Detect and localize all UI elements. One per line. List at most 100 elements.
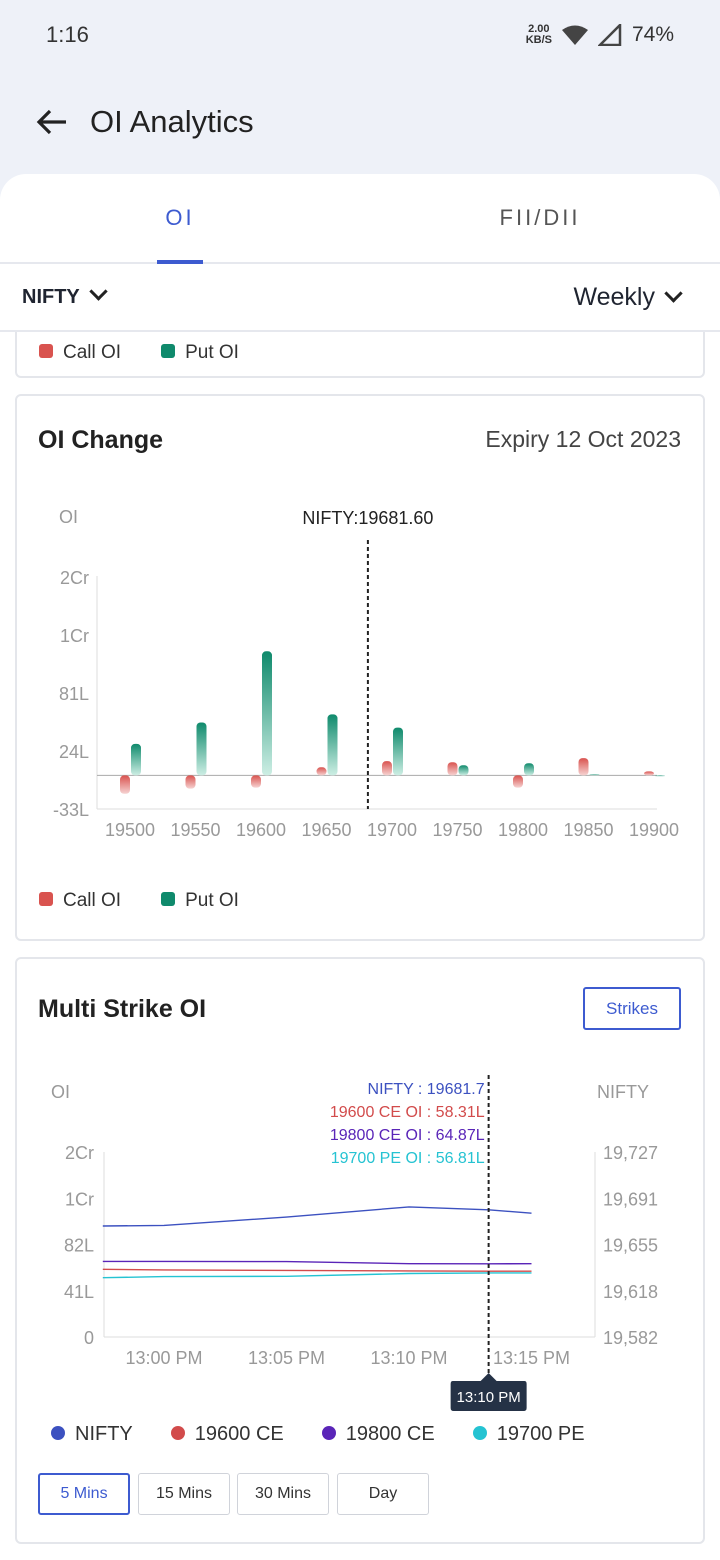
- series-line-19600-ce: [102, 1268, 532, 1272]
- call-oi-bar: [185, 775, 196, 789]
- speed-value: 2.00: [528, 23, 550, 35]
- index-value: NIFTY: [22, 285, 80, 308]
- call-oi-bar: [251, 775, 261, 788]
- legend-label: Put OI: [185, 890, 239, 911]
- y2-tick-label: 19,727: [603, 1143, 658, 1163]
- multi-strike-chart: OI NIFTY 0 41L 82L 1Cr 2Cr 19,582 19,618 19,655 19…: [51, 1075, 658, 1411]
- page-title: OI Analytics: [90, 104, 254, 139]
- y-tick-label: 1Cr: [60, 626, 89, 646]
- tab-fii-dii[interactable]: FII/DII: [499, 205, 581, 230]
- call-oi-bar: [644, 771, 654, 776]
- network-speed: 2.00 KB/S: [526, 24, 552, 46]
- signal-icon: [597, 24, 622, 46]
- x-tick-label: 19900: [629, 820, 679, 840]
- y2-axis-title: NIFTY: [597, 1082, 649, 1102]
- x-tick-label: 13:05 PM: [248, 1348, 325, 1368]
- x-tick-label: 19800: [498, 820, 548, 840]
- tab-oi[interactable]: OI: [0, 174, 360, 264]
- x-tick-label: 19850: [563, 820, 613, 840]
- put-oi-bar: [262, 651, 272, 776]
- legend-label: Put OI: [185, 342, 239, 363]
- interval-5-mins[interactable]: 5 Mins: [38, 1473, 130, 1515]
- card-title: OI Change: [38, 426, 164, 454]
- x-tick-label: 19650: [301, 820, 351, 840]
- legend-label: Call OI: [63, 890, 122, 911]
- series-line-nifty: [102, 1206, 532, 1227]
- expiry-type-value: Weekly: [573, 282, 655, 311]
- oi-change-card: OI Change Expiry 12 Oct 2023 OI -33L 24L 81…: [15, 394, 705, 941]
- tooltip-line: 19600 CE OI : 58.31L: [330, 1104, 485, 1121]
- strikes-button[interactable]: Strikes: [583, 987, 681, 1030]
- y2-tick-label: 19,691: [603, 1189, 658, 1209]
- put-oi-bar: [327, 714, 338, 776]
- chevron-down-icon: [664, 283, 683, 303]
- x-tick-label: 19700: [367, 820, 417, 840]
- legend-label: 19700 PE: [496, 1423, 585, 1445]
- interval-day[interactable]: Day: [337, 1473, 429, 1515]
- multi-strike-legend: NIFTY 19600 CE 19800 CE 19700 PE: [51, 1423, 585, 1446]
- call-oi-bar: [382, 761, 392, 776]
- status-bar: 1:16 2.00 KB/S 74%: [0, 0, 720, 70]
- time-tooltip-box: [450, 1373, 527, 1411]
- put-oi-bar: [524, 763, 534, 776]
- tooltip-line: 19700 PE OI : 56.81L: [331, 1150, 485, 1167]
- interval-15-mins[interactable]: 15 Mins: [138, 1473, 230, 1515]
- interval-30-mins[interactable]: 30 Mins: [237, 1473, 329, 1515]
- y-tick-label: 2Cr: [65, 1143, 94, 1163]
- legend-19800-ce[interactable]: 19800 CE: [321, 1423, 435, 1446]
- put-oi-bar: [589, 774, 600, 776]
- oi-change-legend: Call OI Put OI: [39, 890, 239, 912]
- y-tick-label: 41L: [64, 1282, 94, 1302]
- expiry-type-dropdown[interactable]: Weekly: [573, 282, 683, 312]
- put-oi-bar: [655, 775, 665, 777]
- legend-call-oi: Call OI: [39, 342, 121, 364]
- legend-label: 19600 CE: [194, 1423, 284, 1445]
- legend-19600-ce[interactable]: 19600 CE: [170, 1423, 284, 1446]
- expiry-date: Expiry 12 Oct 2023: [485, 426, 681, 452]
- legend-call-oi[interactable]: Call OI: [39, 890, 121, 912]
- legend-put-oi: Put OI: [161, 342, 239, 364]
- put-oi-bar: [196, 722, 207, 776]
- filter-bar: NIFTY Weekly: [0, 264, 720, 332]
- legend-nifty[interactable]: NIFTY: [51, 1423, 133, 1446]
- call-oi-bar: [316, 767, 327, 776]
- put-oi-bar: [131, 743, 141, 776]
- legend-put-oi[interactable]: Put OI: [161, 890, 239, 912]
- y-tick-label: 0: [84, 1328, 94, 1348]
- x-tick-label: 19550: [170, 820, 220, 840]
- y-tick-label: 2Cr: [60, 568, 89, 588]
- clock: 1:16: [46, 22, 89, 47]
- y2-tick-label: 19,582: [603, 1328, 658, 1348]
- y-axis-title: OI: [59, 507, 78, 527]
- y-tick-label: 1Cr: [65, 1189, 94, 1209]
- y-tick-label: 81L: [59, 684, 89, 704]
- call-oi-bar: [120, 775, 130, 794]
- x-tick-label: 19600: [236, 820, 286, 840]
- y2-tick-label: 19,655: [603, 1236, 658, 1256]
- spot-price-label: NIFTY:19681.60: [302, 508, 433, 528]
- oi-change-chart: OI -33L 24L 81L 1Cr 2Cr 19500 19550 19600 19650 19…: [53, 507, 679, 840]
- index-dropdown[interactable]: NIFTY: [22, 281, 108, 309]
- speed-unit: KB/S: [525, 34, 552, 46]
- tab-bar: OI FII/DII: [0, 174, 720, 264]
- call-oi-bar: [578, 758, 589, 776]
- legend-label: 19800 CE: [345, 1423, 435, 1445]
- x-tick-label: 13:00 PM: [125, 1348, 202, 1368]
- tooltip-line: NIFTY : 19681.7: [368, 1081, 485, 1098]
- y-tick-label: -33L: [53, 800, 89, 820]
- put-oi-bar: [458, 765, 469, 776]
- back-arrow-icon[interactable]: [36, 108, 68, 136]
- multi-strike-card: Multi Strike OI Strikes OI NIFTY 0 41L 82L 1C…: [15, 957, 705, 1544]
- legend-label: NIFTY: [75, 1423, 133, 1445]
- time-tooltip-label: 13:10 PM: [457, 1389, 521, 1406]
- x-tick-label: 13:15 PM: [493, 1348, 570, 1368]
- series-line-19800-ce: [102, 1260, 532, 1265]
- prev-legend: Call OI Put OI: [39, 342, 239, 364]
- y-tick-label: 24L: [59, 742, 89, 762]
- y-axis-title: OI: [51, 1082, 70, 1102]
- legend-label: Call OI: [63, 342, 122, 363]
- y2-tick-label: 19,618: [603, 1282, 658, 1302]
- legend-19700-pe[interactable]: 19700 PE: [472, 1423, 585, 1446]
- series-line-19700-pe: [102, 1272, 532, 1279]
- chevron-down-icon: [89, 281, 108, 301]
